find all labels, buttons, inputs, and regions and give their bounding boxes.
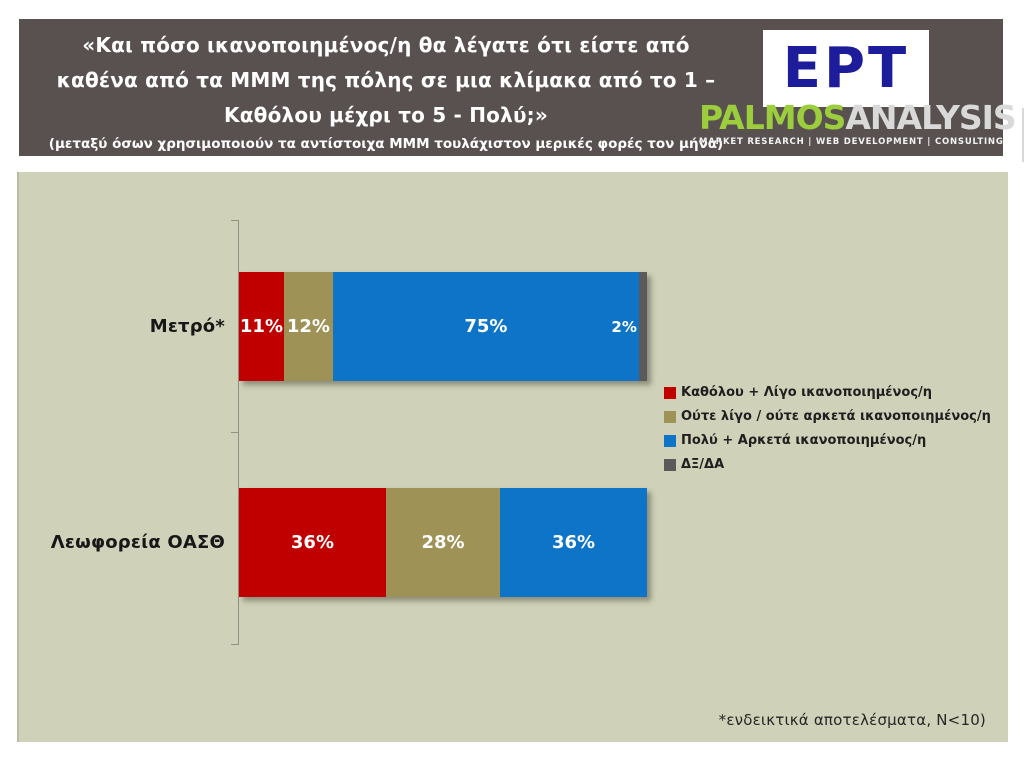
bar-value-label: 28% — [421, 532, 465, 553]
axis-tick — [231, 432, 239, 433]
axis-tick — [231, 220, 239, 221]
palmos-tagline: MARKET RESEARCH | WEB DEVELOPMENT | CONS… — [699, 137, 1004, 147]
title-line-2: καθένα από τα ΜΜΜ της πόλης σε μια κλίμα… — [56, 68, 716, 92]
bar-segment: 11% — [239, 272, 284, 381]
legend-label: ΔΞ/ΔΑ — [681, 457, 725, 472]
palmos-analysis-logo: PALMOSANALYSIS MARKET RESEARCH | WEB DEV… — [699, 98, 1024, 162]
legend-item: Πολύ + Αρκετά ικανοποιημένος/η — [664, 433, 991, 448]
bar-value-label: 12% — [286, 316, 330, 337]
category-label: Μετρό* — [149, 316, 225, 337]
legend-swatch — [664, 458, 676, 471]
ert-logo-text: ΕΡΤ — [782, 35, 910, 101]
legend-label: Καθόλου + Λίγο ικανοποιημένος/η — [681, 385, 933, 400]
bar-segment: 12% — [283, 272, 333, 381]
legend-label: Ούτε λίγο / ούτε αρκετά ικανοποιημένος/η — [681, 409, 991, 424]
palmos-wordmark: PALMOSANALYSIS — [699, 98, 1017, 137]
bar-value-label: 2% — [611, 317, 637, 336]
bar-segment: 2% — [611, 272, 648, 381]
axis-tick — [231, 644, 239, 645]
title-line-3: Καθόλου μέχρι το 5 - Πολύ;» — [224, 103, 548, 127]
palmos-wordmark-part2: ANALYSIS — [845, 98, 1016, 137]
legend-swatch — [664, 386, 676, 399]
bar-value-label: 36% — [551, 532, 596, 553]
legend: Καθόλου + Λίγο ικανοποιημένος/η Ούτε λίγο… — [664, 385, 991, 481]
bar-value-label: 36% — [290, 532, 334, 553]
footnote: *ενδεικτικά αποτελέσματα, N<10) — [718, 711, 986, 729]
palmos-wordmark-part1: PALMOS — [699, 98, 846, 137]
legend-item: Καθόλου + Λίγο ικανοποιημένος/η — [664, 385, 991, 400]
chart-panel: Μετρό* Λεωφορεία ΟΑΣΘ 11% 12% 75% 2% 36% 28%… — [17, 172, 1008, 742]
bar-row: 36% 28% 36% — [239, 488, 647, 597]
legend-swatch — [664, 410, 676, 423]
palmos-square-icon — [1021, 108, 1024, 162]
bar-value-label: 11% — [239, 316, 283, 337]
bar-segment: 28% — [385, 488, 501, 597]
ert-logo: ΕΡΤ — [763, 30, 929, 107]
bar-segment: 36% — [239, 488, 386, 597]
category-label: Λεωφορεία ΟΑΣΘ — [50, 532, 225, 553]
question-subtitle: (μεταξύ όσων χρησιμοποιούν τα αντίστοιχα… — [48, 136, 724, 152]
question-title: «Και πόσο ικανοποιημένος/η θα λέγατε ότι… — [33, 28, 739, 155]
bar-segment: 36% — [500, 488, 647, 597]
legend-item: ΔΞ/ΔΑ — [664, 457, 991, 472]
header: «Και πόσο ικανοποιημένος/η θα λέγατε ότι… — [19, 19, 1024, 162]
legend-item: Ούτε λίγο / ούτε αρκετά ικανοποιημένος/η — [664, 409, 991, 424]
legend-label: Πολύ + Αρκετά ικανοποιημένος/η — [681, 433, 927, 448]
bar-value-label: 75% — [464, 316, 508, 337]
bar-segment: 75% — [332, 272, 639, 381]
legend-swatch — [664, 434, 676, 447]
title-line-1: «Και πόσο ικανοποιημένος/η θα λέγατε ότι… — [82, 33, 690, 57]
bar-row: 11% 12% 75% 2% — [239, 272, 648, 381]
